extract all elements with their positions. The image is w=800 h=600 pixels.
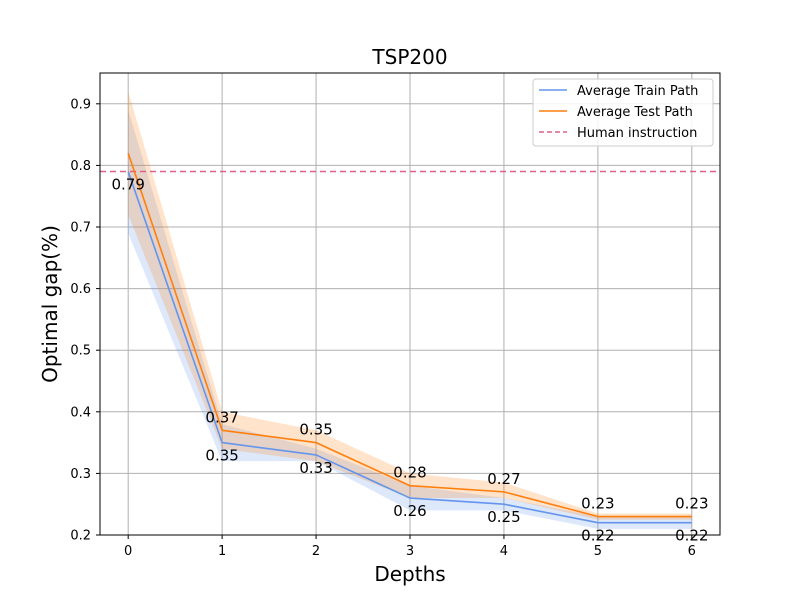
grid — [100, 73, 720, 536]
y-tick-label: 0.9 — [70, 97, 91, 112]
train-data-label: 0.79 — [111, 176, 144, 194]
legend: Average Train Path Average Test Path Hum… — [532, 78, 714, 147]
train-data-label: 0.35 — [205, 447, 238, 465]
x-tick-label: 5 — [594, 544, 602, 559]
legend-test-label: Average Test Path — [577, 105, 693, 120]
x-tick-label: 4 — [500, 544, 508, 559]
train-line — [127, 171, 692, 524]
train-data-label: 0.33 — [299, 459, 332, 477]
test-data-label: 0.35 — [299, 421, 332, 439]
y-tick-label: 0.4 — [70, 405, 91, 420]
x-tick-label: 0 — [124, 544, 132, 559]
x-tick-label: 3 — [406, 544, 414, 559]
train-data-label: 0.25 — [487, 508, 520, 526]
test-data-label: 0.37 — [205, 408, 238, 426]
y-tick-label: 0.3 — [70, 467, 91, 482]
y-tick-label: 0.2 — [70, 529, 91, 544]
x-tick-label: 2 — [312, 544, 320, 559]
axis-ticks: 0 1 2 3 4 5 6 0.2 0.3 0.4 0.5 0.6 0.7 0.8 0.9 — [70, 97, 696, 559]
test-data-label: 0.23 — [581, 495, 614, 513]
series-lines — [127, 152, 692, 524]
y-tick-label: 0.7 — [70, 221, 91, 236]
y-axis-label: Optimal gap(%) — [38, 225, 62, 383]
x-tick-label: 6 — [688, 544, 696, 559]
test-data-label: 0.28 — [393, 464, 426, 482]
test-data-label: 0.23 — [675, 495, 708, 513]
y-tick-label: 0.8 — [70, 159, 91, 174]
test-line — [127, 152, 692, 518]
test-data-label: 0.27 — [487, 470, 520, 488]
y-tick-label: 0.5 — [70, 344, 91, 359]
chart-title: TSP200 — [371, 45, 447, 69]
legend-box — [532, 78, 714, 147]
x-axis-label: Depths — [374, 562, 445, 586]
y-tick-label: 0.6 — [70, 282, 91, 297]
legend-train-label: Average Train Path — [577, 84, 698, 99]
legend-human-label: Human instruction — [577, 126, 697, 141]
x-tick-label: 1 — [218, 544, 226, 559]
train-data-label: 0.26 — [393, 502, 426, 520]
